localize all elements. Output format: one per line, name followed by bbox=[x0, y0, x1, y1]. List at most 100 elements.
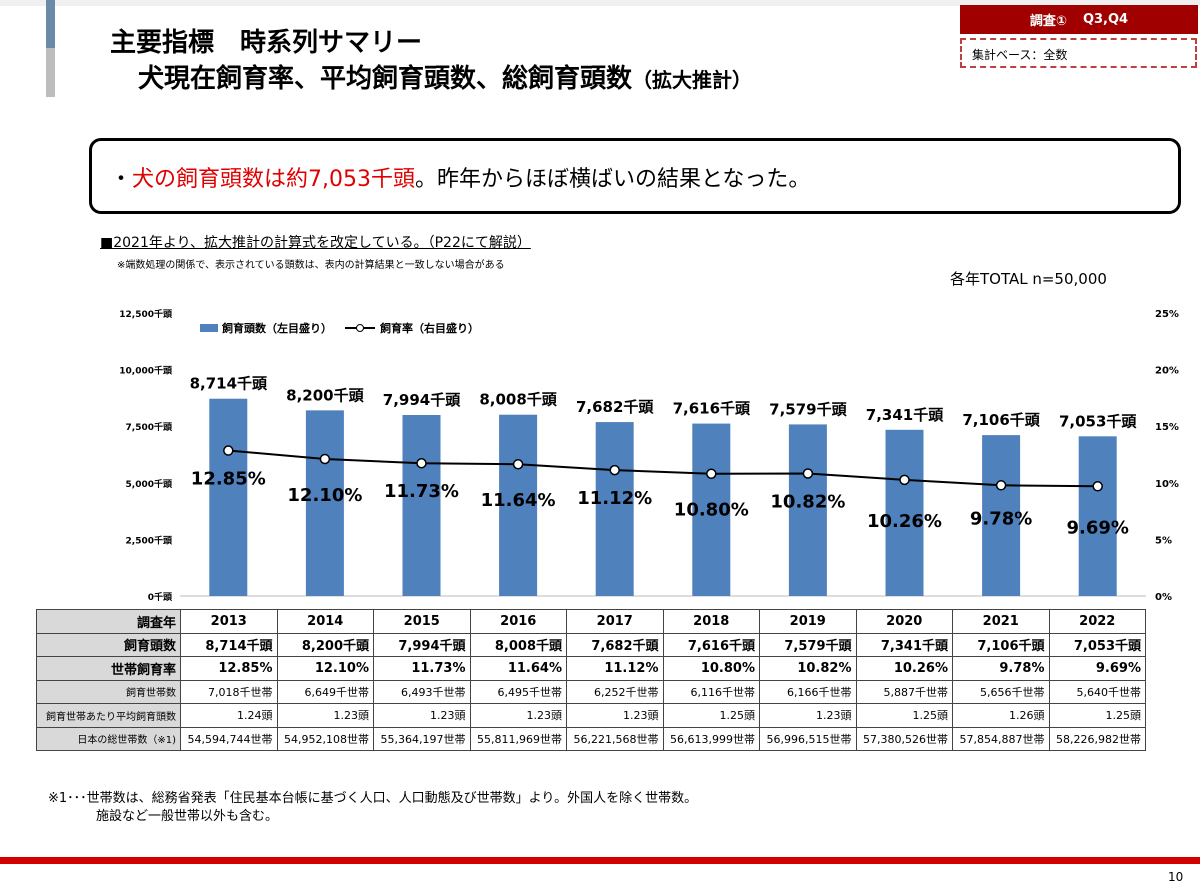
legend-bar-label: 飼育頭数（左目盛り） bbox=[221, 321, 332, 335]
table-cell: 12.10% bbox=[276, 656, 374, 681]
page-number: 10 bbox=[1168, 870, 1184, 884]
callout-text: 。昨年からほぼ横ばいの結果となった。 bbox=[415, 167, 811, 192]
rate-data-label: 9.69% bbox=[1066, 517, 1128, 538]
row-label: 世帯飼育率 bbox=[36, 656, 181, 681]
footnote: ※1･･･世帯数は、総務省発表「住民基本台帳に基づく人口、人口動態及び世帯数」よ… bbox=[48, 790, 697, 826]
table-header-year: 2021 bbox=[952, 609, 1050, 634]
row-label: 飼育頭数 bbox=[36, 632, 181, 657]
table-cell: 10.26% bbox=[855, 656, 953, 681]
rate-data-label: 10.26% bbox=[867, 511, 942, 532]
table-cell: 5,656千世帯 bbox=[952, 679, 1050, 704]
table-cell: 56,996,515世帯 bbox=[759, 726, 857, 751]
table-cell: 8,200千頭 bbox=[276, 632, 374, 657]
bar bbox=[982, 435, 1021, 596]
table-cell: 8,008千頭 bbox=[469, 632, 567, 657]
method-note: ■2021年より、拡大推計の計算式を改定している。（P22にて解説） bbox=[100, 235, 531, 251]
bar bbox=[692, 423, 731, 596]
table-cell: 11.64% bbox=[469, 656, 567, 681]
y-left-tick-label: 12,500千頭 bbox=[119, 308, 173, 320]
table-cell: 55,811,969世帯 bbox=[469, 726, 567, 751]
bar bbox=[595, 422, 634, 596]
rate-point bbox=[706, 468, 717, 479]
table-cell: 1.25頭 bbox=[1048, 703, 1146, 728]
rate-point bbox=[416, 457, 427, 469]
rate-data-label: 12.10% bbox=[287, 485, 362, 506]
table-cell: 10.82% bbox=[759, 656, 857, 681]
table-cell: 1.23頭 bbox=[759, 703, 857, 728]
y-right-tick-label: 5% bbox=[1155, 535, 1172, 546]
table-cell: 11.73% bbox=[373, 656, 471, 681]
title-accent-bar bbox=[46, 0, 55, 97]
table-cell: 7,682千頭 bbox=[566, 632, 664, 657]
table-cell: 5,640千世帯 bbox=[1048, 679, 1146, 704]
bar-data-label: 8,714千頭 bbox=[190, 375, 268, 393]
table-header-year: 2022 bbox=[1048, 609, 1146, 634]
table-cell: 1.23頭 bbox=[276, 703, 374, 728]
rate-data-label: 11.64% bbox=[481, 490, 556, 511]
table-cell: 11.12% bbox=[566, 656, 664, 681]
table-cell: 55,364,197世帯 bbox=[373, 726, 471, 751]
bar-data-label: 7,579千頭 bbox=[769, 400, 847, 418]
table-cell: 58,226,982世帯 bbox=[1048, 726, 1146, 751]
table-cell: 8,714千頭 bbox=[180, 632, 278, 657]
rounding-note: ※端数処理の関係で、表示されている頭数は、表内の計算結果と一致しない場合がある bbox=[117, 260, 505, 271]
badge-survey: 調査① bbox=[1029, 14, 1067, 29]
table-header-year: 2016 bbox=[469, 609, 567, 634]
y-right-tick-label: 0% bbox=[1155, 592, 1172, 603]
legend-line-label: 飼育率（右目盛り） bbox=[379, 321, 479, 335]
key-finding-callout: ・犬の飼育頭数は約7,053千頭。昨年からほぼ横ばいの結果となった。 bbox=[89, 138, 1181, 214]
y-right-tick-label: 25% bbox=[1155, 309, 1179, 320]
table-cell: 1.26頭 bbox=[952, 703, 1050, 728]
footer-bar bbox=[0, 857, 1200, 864]
rate-line bbox=[228, 449, 1098, 488]
rate-data-label: 12.85% bbox=[191, 469, 266, 490]
bar-data-label: 7,341千頭 bbox=[866, 406, 944, 424]
bar-data-label: 8,008千頭 bbox=[479, 391, 557, 409]
sample-size: 各年TOTAL n=50,000 bbox=[950, 270, 1107, 288]
table-header-label: 調査年 bbox=[36, 609, 181, 634]
table-header-year: 2017 bbox=[566, 609, 664, 634]
table-cell: 1.24頭 bbox=[180, 703, 278, 728]
table-header-row: 調査年 2013 2014 2015 2016 2017 2018 2019 2020 2021 2… bbox=[36, 609, 1146, 634]
table-cell: 7,341千頭 bbox=[855, 632, 953, 657]
rate-data-label: 11.73% bbox=[384, 481, 459, 502]
bar bbox=[209, 398, 248, 596]
table-cell: 7,616千頭 bbox=[662, 632, 760, 657]
y-left-tick-label: 7,500千頭 bbox=[126, 421, 173, 433]
table-cell: 56,613,999世帯 bbox=[662, 726, 760, 751]
y-left-tick-label: 5,000千頭 bbox=[126, 478, 173, 490]
callout-highlight: 犬の飼育頭数は約7,053千頭 bbox=[132, 167, 415, 192]
legend-line-marker bbox=[356, 324, 364, 332]
table-row: 世帯飼育率 12.85% 12.10% 11.73% 11.64% 11.12% 10.80… bbox=[36, 656, 1146, 681]
rate-point bbox=[609, 464, 620, 476]
bar bbox=[885, 429, 924, 596]
table-row: 日本の総世帯数（※1) 54,594,744世帯 54,952,108世帯 55,36… bbox=[36, 726, 1146, 751]
bar bbox=[305, 410, 344, 596]
table-cell: 7,994千頭 bbox=[373, 632, 471, 657]
y-left-tick-label: 0千頭 bbox=[148, 591, 173, 603]
rate-point bbox=[802, 468, 814, 479]
table-row: 飼育世帯数 7,018千世帯 6,649千世帯 6,493千世帯 6,495千世帯 6,2… bbox=[36, 679, 1146, 704]
subtitle-suffix: （拡大推計） bbox=[632, 68, 753, 92]
table-header-year: 2013 bbox=[180, 609, 278, 634]
y-left-tick-label: 2,500千頭 bbox=[126, 534, 173, 546]
table-cell: 12.85% bbox=[180, 656, 278, 681]
rate-data-label: 10.80% bbox=[674, 500, 749, 521]
row-label: 飼育世帯数 bbox=[36, 679, 181, 704]
table-header-year: 2015 bbox=[373, 609, 471, 634]
rate-point bbox=[995, 480, 1007, 491]
table-cell: 56,221,568世帯 bbox=[566, 726, 664, 751]
bar bbox=[788, 424, 827, 596]
chart: 0千頭 2,500千頭 5,000千頭 7,500千頭 10,000千頭 12,500千頭… bbox=[119, 308, 1179, 603]
base-label: 集計ベース：全数 bbox=[960, 38, 1197, 68]
rate-data-label: 10.82% bbox=[770, 492, 845, 513]
table-cell: 57,380,526世帯 bbox=[855, 726, 953, 751]
table-cell: 1.23頭 bbox=[373, 703, 471, 728]
legend-bar-swatch bbox=[200, 324, 218, 332]
bar bbox=[1078, 436, 1117, 596]
rate-data-label: 9.78% bbox=[970, 508, 1032, 529]
badge-question: Q3,Q4 bbox=[1082, 12, 1129, 27]
table-cell: 1.25頭 bbox=[662, 703, 760, 728]
survey-badge: 調査① Q3,Q4 bbox=[960, 5, 1198, 34]
row-label: 日本の総世帯数（※1) bbox=[36, 726, 181, 751]
